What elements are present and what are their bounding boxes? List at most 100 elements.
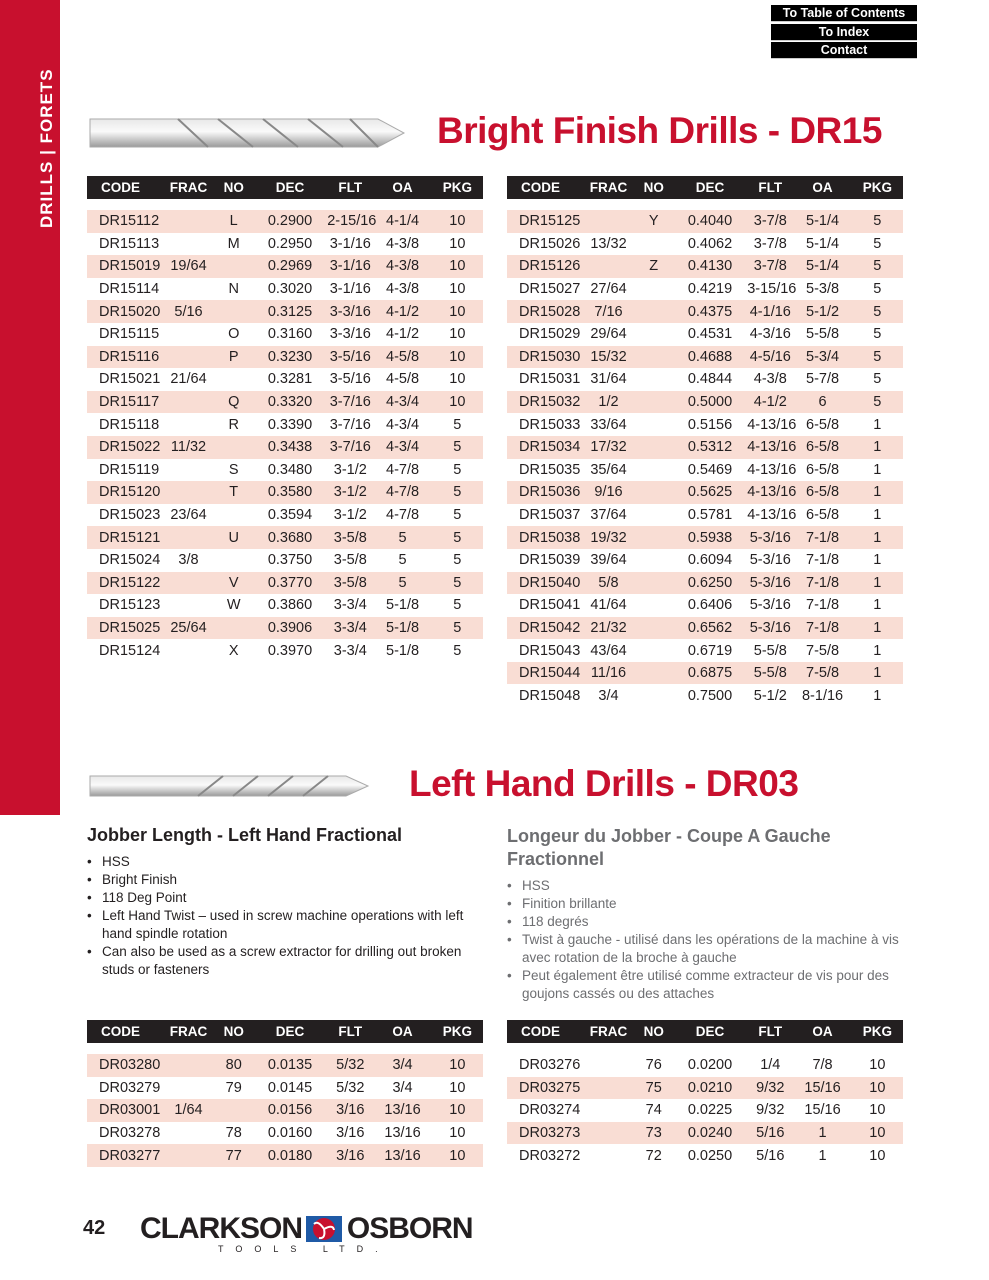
table-row: DR15034 17/32 0.5312 4-13/16 6-5/8 1 bbox=[507, 435, 903, 459]
cell-dec: 0.5000 bbox=[672, 390, 748, 414]
cell-code: DR15112 bbox=[87, 210, 163, 233]
column-header-oa: OA bbox=[793, 176, 852, 199]
feature-item: Finition brillante bbox=[507, 895, 917, 913]
table-row: DR15023 23/64 0.3594 3-1/2 4-7/8 5 bbox=[87, 504, 483, 527]
cell-oa: 5-1/4 bbox=[793, 255, 852, 278]
cell-code: DR15021 bbox=[99, 371, 161, 388]
cell-dec: 0.6562 bbox=[672, 616, 748, 640]
table-row: DR03276 76 0.0200 1/4 7/8 10 bbox=[507, 1054, 903, 1077]
cell-dec: 0.2969 bbox=[252, 255, 328, 278]
table-row: DR15044 11/16 0.6875 5-5/8 7-5/8 1 bbox=[507, 661, 903, 685]
cell-code: DR15116 bbox=[87, 345, 163, 369]
cell-pkg: 1 bbox=[873, 642, 882, 659]
cell-no bbox=[634, 616, 673, 640]
cell-dec: 0.3281 bbox=[267, 371, 313, 388]
cell-dec: 0.4130 bbox=[672, 255, 748, 278]
cell-pkg: 5 bbox=[851, 210, 903, 233]
cell-flt: 3-5/8 bbox=[327, 526, 374, 549]
cell-flt: 3-1/2 bbox=[333, 507, 367, 524]
cell-pkg: 1 bbox=[851, 481, 903, 504]
table-of-contents-link[interactable]: To Table of Contents bbox=[771, 5, 917, 22]
dr15-table-right: CODE FRAC NO DEC FLT OA PKG DR15125 Y 0.4040 3-7/8… bbox=[507, 176, 903, 707]
cell-frac bbox=[162, 459, 214, 482]
cell-flt: 3-3/16 bbox=[329, 326, 371, 343]
table-row: DR15042 21/32 0.6562 5-3/16 7-1/8 1 bbox=[507, 616, 903, 640]
cell-dec: 0.3680 bbox=[252, 526, 328, 549]
cell-oa: 4-7/8 bbox=[386, 461, 420, 478]
cell-dec: 0.6875 bbox=[672, 661, 748, 685]
cell-flt: 3/16 bbox=[327, 1099, 374, 1122]
cell-no bbox=[635, 639, 673, 662]
contact-link[interactable]: Contact bbox=[771, 42, 917, 59]
cell-pkg: 5 bbox=[851, 300, 903, 323]
cell-no bbox=[635, 278, 673, 301]
cell-flt: 4-13/16 bbox=[747, 435, 796, 459]
cell-oa: 5-1/8 bbox=[373, 616, 432, 640]
spacer-cell bbox=[507, 1043, 903, 1054]
column-header-dec: DEC bbox=[252, 176, 328, 199]
cell-flt: 3-5/8 bbox=[333, 552, 367, 569]
cell-frac: 11/32 bbox=[162, 435, 215, 459]
column-header-code: CODE bbox=[507, 1020, 583, 1043]
cell-pkg: 10 bbox=[449, 235, 466, 252]
table-row: DR15022 11/32 0.3438 3-7/16 4-3/4 5 bbox=[87, 435, 483, 459]
cell-no bbox=[635, 549, 673, 572]
cell-flt: 3-7/16 bbox=[327, 390, 374, 414]
cell-frac bbox=[162, 1077, 214, 1100]
cell-flt: 3-5/8 bbox=[327, 571, 374, 595]
cell-dec: 0.4040 bbox=[672, 210, 748, 233]
cell-dec: 0.6094 bbox=[687, 552, 733, 569]
cell-flt: 4-3/8 bbox=[753, 371, 787, 388]
index-link[interactable]: To Index bbox=[771, 23, 917, 41]
cell-flt: 5-3/16 bbox=[749, 552, 791, 569]
cell-dec: 0.5156 bbox=[687, 416, 733, 433]
cell-flt: 5-5/8 bbox=[747, 661, 794, 685]
column-header-pkg: PKG bbox=[851, 1020, 903, 1043]
logo-text-right: OSBORN bbox=[346, 1212, 474, 1245]
cell-dec: 0.0225 bbox=[687, 1102, 733, 1119]
cell-no bbox=[634, 526, 673, 549]
cell-frac: 17/32 bbox=[582, 435, 635, 459]
cell-pkg: 5 bbox=[431, 435, 483, 459]
cell-dec: 0.5938 bbox=[672, 526, 748, 549]
column-header-no: NO bbox=[634, 176, 673, 199]
cell-oa: 5 bbox=[373, 526, 432, 549]
cell-no: 72 bbox=[645, 1147, 662, 1164]
cell-dec: 0.6250 bbox=[672, 571, 748, 595]
table-row: DR15115 O 0.3160 3-3/16 4-1/2 10 bbox=[87, 323, 483, 346]
logo-tagline: TOOLS LTD. bbox=[218, 1244, 390, 1254]
cell-dec: 0.3970 bbox=[267, 642, 313, 659]
cell-code: DR15039 bbox=[519, 552, 581, 569]
cell-pkg: 5 bbox=[873, 235, 882, 252]
cell-flt: 3/16 bbox=[327, 1144, 374, 1167]
cell-pkg: 10 bbox=[449, 1125, 466, 1142]
table-row: DR15122 V 0.3770 3-5/8 5 5 bbox=[87, 571, 483, 595]
cell-frac bbox=[162, 571, 215, 595]
cell-oa: 4-1/2 bbox=[373, 300, 432, 323]
cell-no bbox=[635, 504, 673, 527]
cell-no bbox=[634, 661, 673, 685]
feature-item: Peut également être utilisé comme extrac… bbox=[507, 967, 917, 1003]
cell-pkg: 1 bbox=[851, 616, 903, 640]
cell-no: S bbox=[228, 461, 239, 478]
cell-code: DR15043 bbox=[519, 642, 581, 659]
page-number: 42 bbox=[83, 1217, 106, 1239]
cell-frac: 5/16 bbox=[162, 300, 215, 323]
cell-frac: 21/32 bbox=[582, 616, 635, 640]
table-header: CODE FRAC NO DEC FLT OA PKG bbox=[87, 176, 483, 199]
cell-no: 80 bbox=[214, 1054, 253, 1077]
column-header-code: CODE bbox=[87, 176, 163, 199]
cell-frac bbox=[162, 526, 215, 549]
table-row: DR15037 37/64 0.5781 4-13/16 6-5/8 1 bbox=[507, 504, 903, 527]
cell-code: DR15119 bbox=[99, 461, 160, 478]
cell-flt: 3-5/16 bbox=[327, 345, 374, 369]
table-row: DR15113 M 0.2950 3-1/16 4-3/8 10 bbox=[87, 233, 483, 256]
cell-frac bbox=[582, 1054, 634, 1077]
feature-item: Left Hand Twist – used in screw machine … bbox=[87, 907, 482, 943]
cell-pkg: 1 bbox=[873, 507, 882, 524]
cell-oa: 7-5/8 bbox=[793, 661, 852, 685]
logo-text-left: CLARKSON bbox=[140, 1212, 303, 1245]
cell-dec: 0.5312 bbox=[672, 435, 748, 459]
cell-no: Z bbox=[634, 255, 673, 278]
cell-pkg: 1 bbox=[851, 661, 903, 685]
